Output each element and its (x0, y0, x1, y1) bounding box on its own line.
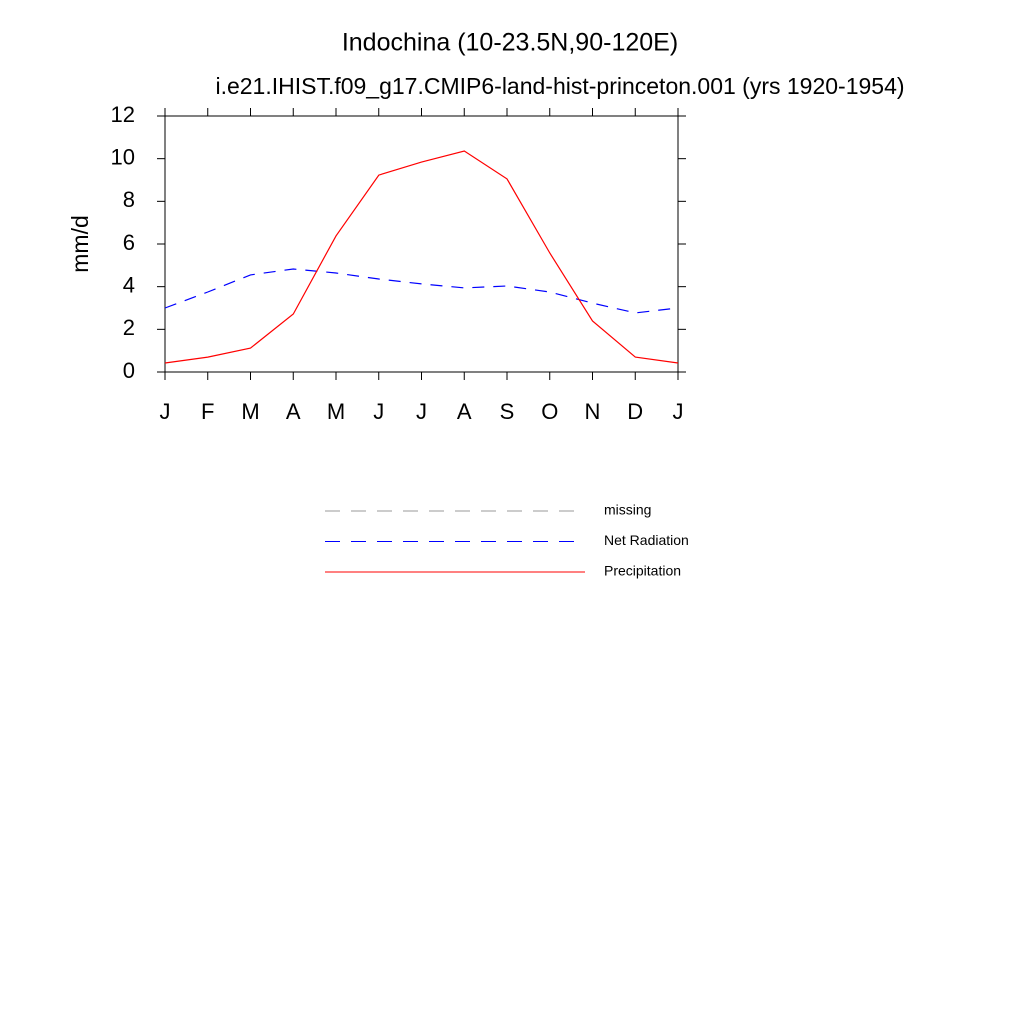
x-tick-label: A (457, 399, 472, 424)
x-tick-label: A (286, 399, 301, 424)
x-tick-label: M (327, 399, 345, 424)
x-tick-label: F (201, 399, 214, 424)
x-tick-label: N (585, 399, 601, 424)
x-tick-label: M (241, 399, 259, 424)
y-tick-label: 4 (123, 272, 135, 297)
legend-label: Precipitation (604, 563, 681, 579)
y-tick-label: 6 (123, 230, 135, 255)
legend-label: missing (604, 502, 651, 518)
y-tick-label: 0 (123, 358, 135, 383)
x-tick-label: S (500, 399, 515, 424)
y-axis-label: mm/d (67, 215, 93, 273)
y-tick-label: 2 (123, 315, 135, 340)
plot-frame (164, 115, 679, 373)
series-line (164, 150, 679, 364)
series-line (164, 268, 679, 314)
x-tick-label: J (673, 399, 684, 424)
x-tick-label: J (160, 399, 171, 424)
y-tick-label: 8 (123, 187, 135, 212)
y-tick-label: 12 (111, 102, 135, 127)
x-tick-label: D (627, 399, 643, 424)
chart-title: Indochina (10-23.5N,90-120E) (342, 29, 678, 57)
x-tick-label: J (416, 399, 427, 424)
legend-label: Net Radiation (604, 532, 689, 548)
chart-subtitle: i.e21.IHIST.f09_g17.CMIP6-land-hist-prin… (215, 73, 904, 99)
y-tick-label: 10 (111, 144, 135, 169)
x-tick-label: O (541, 399, 558, 424)
x-tick-label: J (373, 399, 384, 424)
